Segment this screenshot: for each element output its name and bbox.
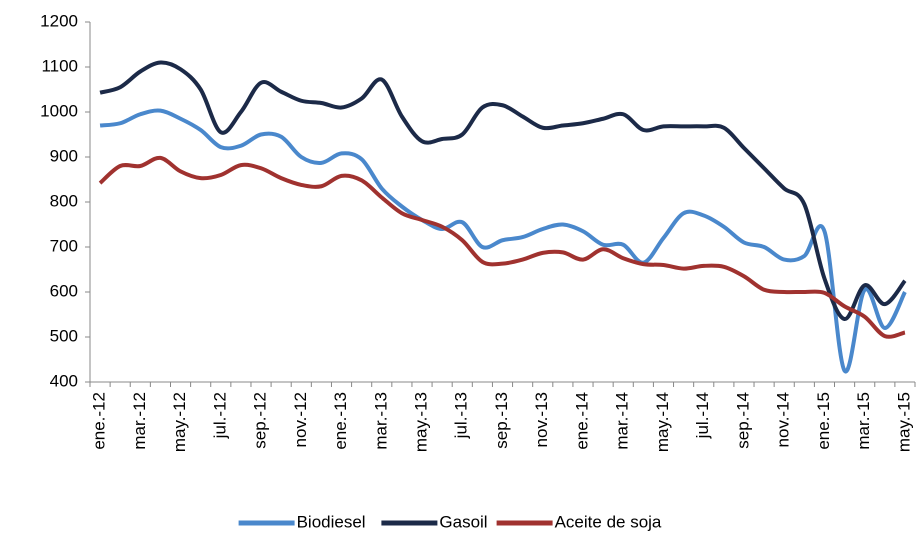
x-tick-label: may.-15 xyxy=(894,392,913,452)
x-tick-label: nov.-14 xyxy=(774,392,793,447)
y-tick-label: 400 xyxy=(50,371,78,390)
x-tick-label: sep.-13 xyxy=(492,392,511,449)
x-tick-label: sep.-14 xyxy=(733,392,752,449)
y-tick-label: 1200 xyxy=(40,11,78,30)
y-tick-label: 1000 xyxy=(40,101,78,120)
x-tick-label: mar.-14 xyxy=(613,392,632,450)
legend-label: Biodiesel xyxy=(297,512,366,531)
series-line xyxy=(99,60,907,321)
x-tick-label: mar.-12 xyxy=(130,392,149,450)
y-tick-label: 1100 xyxy=(41,56,78,75)
x-tick-label: mar.-15 xyxy=(854,392,873,450)
x-tick-label: jul.-12 xyxy=(210,392,229,439)
x-tick-label: nov.-12 xyxy=(291,392,310,447)
y-tick-label: 900 xyxy=(50,146,78,165)
x-tick-label: sep.-12 xyxy=(251,392,270,449)
x-tick-label: ene.-12 xyxy=(90,392,109,450)
x-tick-label: may.-13 xyxy=(411,392,430,452)
x-tick-label: ene.-15 xyxy=(814,392,833,450)
x-tick-label: may.-14 xyxy=(653,392,672,452)
legend-label: Aceite de soja xyxy=(555,512,662,531)
x-tick-label: jul.-14 xyxy=(693,392,712,439)
x-tick-label: ene.-13 xyxy=(331,392,350,450)
series-line xyxy=(98,155,906,339)
y-tick-label: 800 xyxy=(50,191,78,210)
y-tick-label: 700 xyxy=(50,236,78,255)
x-tick-label: may.-12 xyxy=(170,392,189,452)
series-line xyxy=(99,108,907,374)
x-tick-label: mar.-13 xyxy=(371,392,390,450)
y-tick-label: 600 xyxy=(50,281,78,300)
x-tick-label: jul.-13 xyxy=(452,392,471,439)
legend-label: Gasoil xyxy=(439,512,487,531)
y-tick-label: 500 xyxy=(50,326,78,345)
x-tick-label: nov.-13 xyxy=(532,392,551,447)
x-tick-label: ene.-14 xyxy=(572,392,591,450)
